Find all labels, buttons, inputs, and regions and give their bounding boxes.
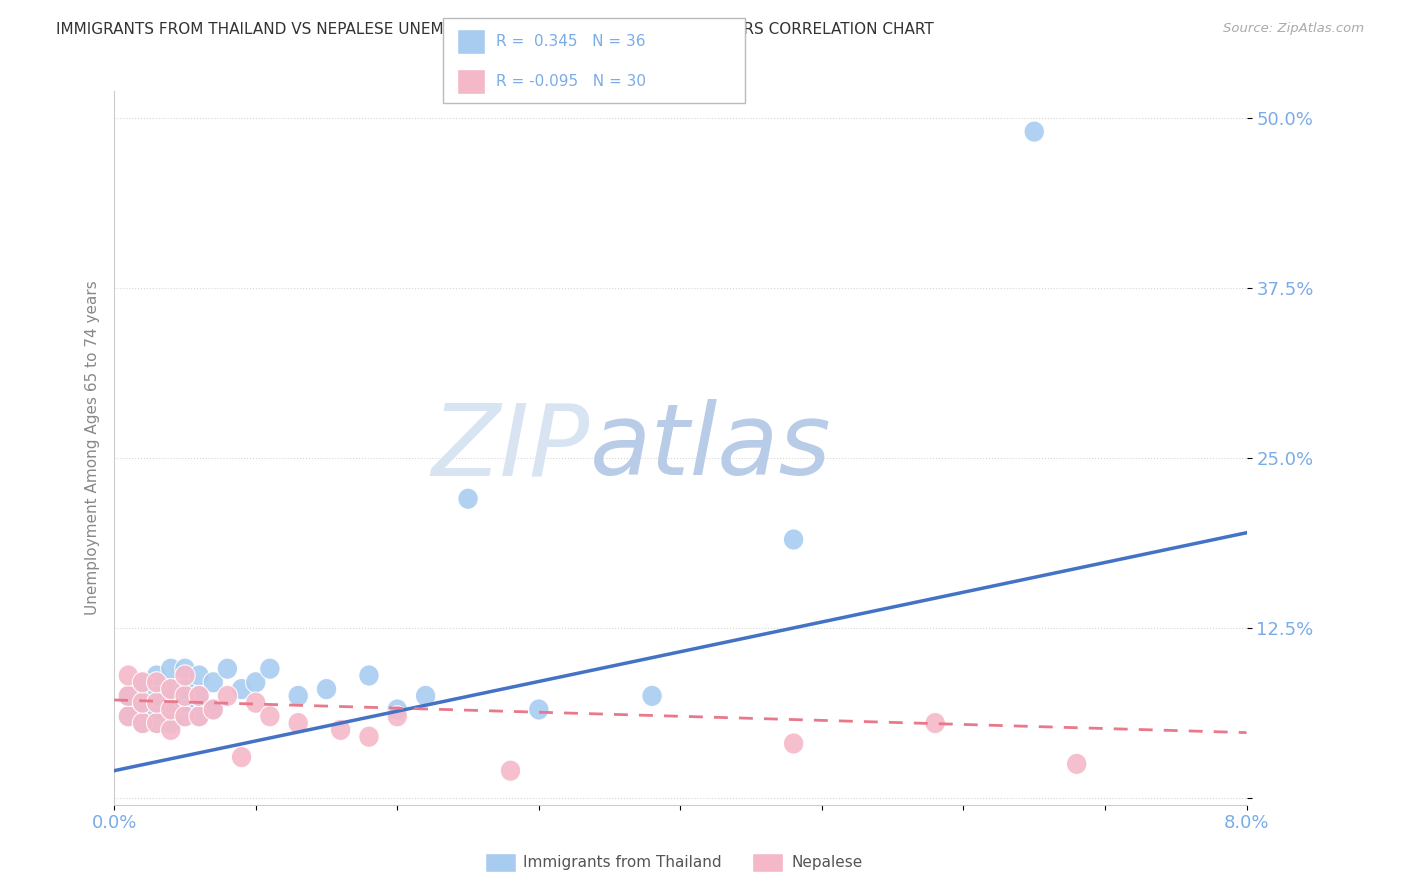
Ellipse shape <box>132 692 153 714</box>
Ellipse shape <box>118 706 139 727</box>
Ellipse shape <box>146 672 167 693</box>
Ellipse shape <box>783 529 804 550</box>
Ellipse shape <box>330 719 352 740</box>
Ellipse shape <box>146 692 167 714</box>
Ellipse shape <box>202 699 224 720</box>
Ellipse shape <box>529 699 548 720</box>
Ellipse shape <box>925 713 945 734</box>
Ellipse shape <box>387 699 408 720</box>
Ellipse shape <box>118 665 139 686</box>
Ellipse shape <box>132 672 153 693</box>
Ellipse shape <box>783 733 804 754</box>
Ellipse shape <box>260 706 280 727</box>
Ellipse shape <box>132 672 153 693</box>
Ellipse shape <box>160 658 181 680</box>
Text: IMMIGRANTS FROM THAILAND VS NEPALESE UNEMPLOYMENT AMONG AGES 65 TO 74 YEARS CORR: IMMIGRANTS FROM THAILAND VS NEPALESE UNE… <box>56 22 934 37</box>
Text: ZIP: ZIP <box>432 400 589 496</box>
Ellipse shape <box>146 665 167 686</box>
Ellipse shape <box>118 706 139 727</box>
Ellipse shape <box>160 719 181 740</box>
Ellipse shape <box>118 685 139 706</box>
Ellipse shape <box>160 692 181 714</box>
Ellipse shape <box>146 713 167 734</box>
Text: Source: ZipAtlas.com: Source: ZipAtlas.com <box>1223 22 1364 36</box>
Ellipse shape <box>118 685 139 706</box>
Ellipse shape <box>387 706 408 727</box>
Ellipse shape <box>232 679 252 699</box>
Ellipse shape <box>174 706 195 727</box>
Ellipse shape <box>260 658 280 680</box>
Ellipse shape <box>174 658 195 680</box>
Ellipse shape <box>132 692 153 714</box>
Ellipse shape <box>174 665 195 686</box>
Text: R = -0.095   N = 30: R = -0.095 N = 30 <box>496 74 647 88</box>
Ellipse shape <box>218 685 238 706</box>
Ellipse shape <box>643 685 662 706</box>
Ellipse shape <box>188 685 209 706</box>
Ellipse shape <box>188 706 209 727</box>
Text: Immigrants from Thailand: Immigrants from Thailand <box>523 855 721 870</box>
Ellipse shape <box>246 692 266 714</box>
Ellipse shape <box>501 760 520 781</box>
Ellipse shape <box>174 706 195 727</box>
Ellipse shape <box>288 713 308 734</box>
Text: Nepalese: Nepalese <box>792 855 863 870</box>
Ellipse shape <box>160 713 181 734</box>
Ellipse shape <box>458 488 478 509</box>
Ellipse shape <box>174 692 195 714</box>
Ellipse shape <box>359 726 380 747</box>
Ellipse shape <box>174 679 195 699</box>
Ellipse shape <box>146 685 167 706</box>
Ellipse shape <box>316 679 336 699</box>
Ellipse shape <box>160 679 181 699</box>
Ellipse shape <box>218 658 238 680</box>
Ellipse shape <box>232 747 252 768</box>
Ellipse shape <box>202 672 224 693</box>
Ellipse shape <box>359 665 380 686</box>
Ellipse shape <box>246 672 266 693</box>
Ellipse shape <box>188 665 209 686</box>
Ellipse shape <box>160 699 181 720</box>
Ellipse shape <box>132 713 153 734</box>
Ellipse shape <box>160 679 181 699</box>
Text: atlas: atlas <box>589 400 831 496</box>
Ellipse shape <box>1067 753 1087 774</box>
Ellipse shape <box>146 713 167 734</box>
Ellipse shape <box>132 713 153 734</box>
Text: R =  0.345   N = 36: R = 0.345 N = 36 <box>496 34 645 48</box>
Ellipse shape <box>174 685 195 706</box>
Ellipse shape <box>188 685 209 706</box>
Ellipse shape <box>1024 121 1045 142</box>
Ellipse shape <box>415 685 436 706</box>
Ellipse shape <box>202 699 224 720</box>
Ellipse shape <box>188 706 209 727</box>
Ellipse shape <box>146 699 167 720</box>
Y-axis label: Unemployment Among Ages 65 to 74 years: Unemployment Among Ages 65 to 74 years <box>86 280 100 615</box>
Ellipse shape <box>288 685 308 706</box>
